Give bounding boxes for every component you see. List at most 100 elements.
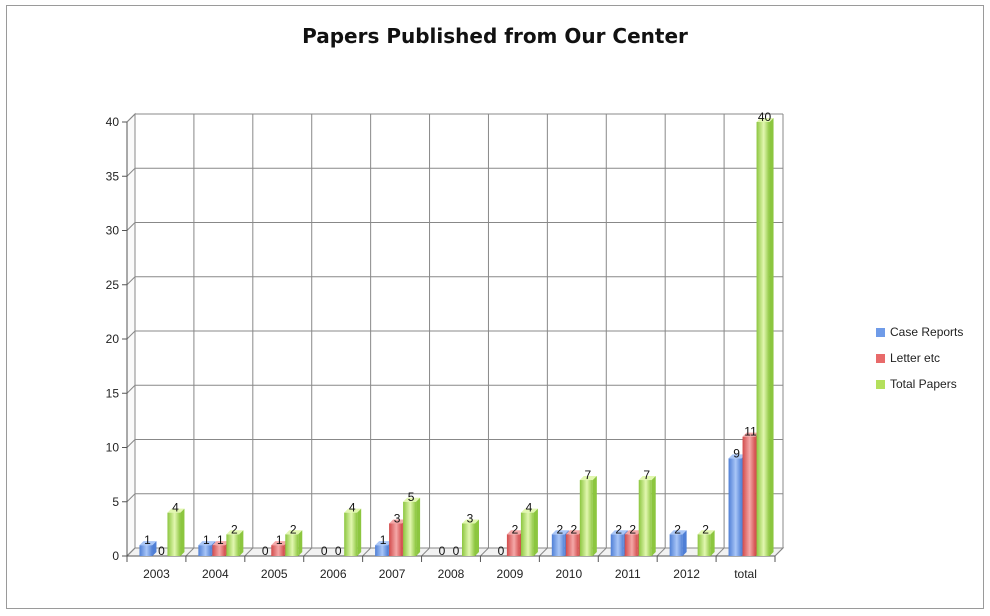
y-tick-label: 30 <box>106 224 120 238</box>
bar-top <box>462 519 479 524</box>
bar-side <box>239 530 244 556</box>
bar-top <box>389 519 407 524</box>
gridline-depth <box>126 276 136 286</box>
data-label: 1 <box>276 533 283 547</box>
bar-letter-etc <box>389 523 403 556</box>
bar-case-reports <box>375 545 389 556</box>
data-label: 7 <box>584 468 591 482</box>
bar-side <box>710 530 715 556</box>
bar-top <box>226 530 244 535</box>
data-label: 2 <box>615 522 622 536</box>
bar-total-papers <box>344 512 358 556</box>
data-label: 0 <box>335 544 342 558</box>
bar-side <box>533 508 538 556</box>
x-tick-label: 2011 <box>615 567 641 581</box>
bar-total-papers <box>226 534 240 556</box>
floor-line <box>715 547 725 557</box>
x-tick-label: total <box>734 567 757 581</box>
bar-case-reports <box>139 545 153 556</box>
x-tick-label: 2012 <box>673 567 700 581</box>
data-label: 0 <box>498 544 505 558</box>
bar-letter-etc <box>506 534 520 556</box>
bar-side <box>769 118 774 556</box>
floor-line <box>303 547 313 557</box>
chart-title: Papers Published from Our Center <box>302 24 688 48</box>
bar-top <box>344 508 362 513</box>
floor-line <box>421 547 430 557</box>
bar-top <box>624 530 642 535</box>
y-tick-label: 0 <box>112 549 119 563</box>
bar-side <box>592 476 597 556</box>
floor-line <box>480 547 489 557</box>
data-label: 9 <box>733 446 740 460</box>
data-label: 2 <box>629 522 636 536</box>
bar-total-papers <box>579 480 593 556</box>
bar-letter-etc <box>742 436 756 556</box>
bar-top <box>669 530 687 535</box>
legend-label: Letter etc <box>890 351 941 365</box>
data-label: 3 <box>394 511 401 525</box>
bar-side <box>475 519 479 556</box>
bar-case-reports <box>728 458 742 556</box>
bar-total-papers <box>638 480 652 556</box>
bar-top <box>285 530 303 535</box>
y-tick-label: 35 <box>106 169 120 183</box>
data-label: 2 <box>674 522 681 536</box>
data-label: 2 <box>231 522 238 536</box>
data-label: 0 <box>453 544 460 558</box>
bar-side <box>682 530 687 556</box>
bar-top <box>610 530 628 535</box>
x-tick-label: 2007 <box>379 567 406 581</box>
bar-total-papers <box>285 534 299 556</box>
bar-letter-etc <box>565 534 579 556</box>
gridline-depth <box>126 330 136 340</box>
data-label: 1 <box>144 533 151 547</box>
bar-top <box>506 530 524 535</box>
x-tick-label: 2010 <box>555 567 582 581</box>
legend-item-case-reports: Case Reports <box>876 325 963 339</box>
legend-item-letter-etc: Letter etc <box>876 351 940 365</box>
data-label: 3 <box>467 511 474 525</box>
floor-line <box>539 547 548 557</box>
bar-top <box>403 497 421 502</box>
bar-top <box>728 454 746 459</box>
bar-case-reports <box>198 545 212 556</box>
data-label: 7 <box>643 468 650 482</box>
data-label: 4 <box>172 501 179 515</box>
data-label: 2 <box>512 522 519 536</box>
bar-case-reports <box>669 534 683 556</box>
y-tick-label: 15 <box>106 386 120 400</box>
gridline-depth <box>126 222 136 231</box>
floor-line <box>656 547 666 557</box>
legend-item-total-papers: Total Papers <box>876 377 957 391</box>
x-tick-label: 2006 <box>320 567 347 581</box>
bar-top <box>167 508 185 513</box>
bar-top <box>565 530 583 535</box>
bar-top <box>742 432 760 437</box>
bar-letter-etc <box>212 545 226 556</box>
y-tick-label: 10 <box>106 441 120 455</box>
bar-total-papers <box>756 122 770 556</box>
bar-top <box>198 541 216 546</box>
y-tick-label: 25 <box>106 278 120 292</box>
legend-label: Total Papers <box>890 377 957 391</box>
bar-top <box>551 530 569 535</box>
x-tick-label: 2008 <box>438 567 465 581</box>
data-label: 2 <box>290 522 297 536</box>
bar-side <box>152 541 157 556</box>
floor-line <box>244 547 254 557</box>
data-label: 0 <box>439 544 446 558</box>
bar-top <box>139 541 157 546</box>
bar-top <box>212 541 230 546</box>
data-label: 0 <box>158 544 165 558</box>
gridline-depth <box>126 384 136 394</box>
bar-top <box>756 118 774 122</box>
legend-swatch <box>876 379 885 389</box>
legend-label: Case Reports <box>890 325 964 339</box>
bar-letter-etc <box>271 545 285 556</box>
bar-total-papers <box>697 534 711 556</box>
gridline-depth <box>126 439 136 448</box>
legend-swatch <box>876 327 885 337</box>
y-tick-label: 20 <box>106 332 120 346</box>
